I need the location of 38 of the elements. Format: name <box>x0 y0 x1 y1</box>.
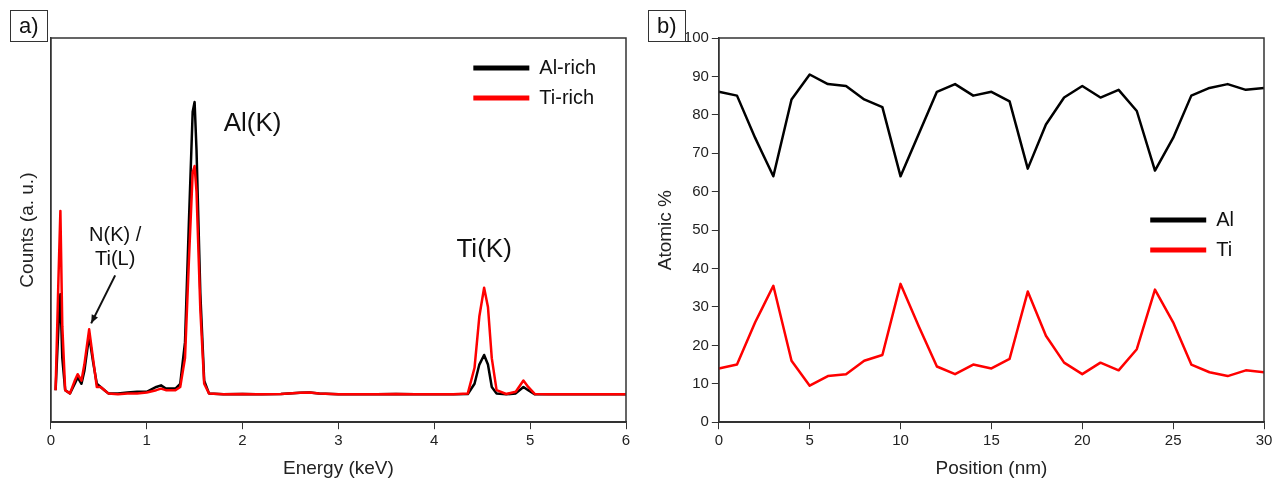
x-tick-label: 25 <box>1164 431 1182 449</box>
x-axis-title: Energy (keV) <box>282 456 394 478</box>
y-tick-label: 10 <box>692 373 709 391</box>
legend-label: Al <box>1216 207 1235 230</box>
x-tick-label: 15 <box>983 431 1000 449</box>
y-tick-label: 80 <box>692 104 709 122</box>
y-tick-label: 20 <box>692 335 709 353</box>
x-tick-label: 30 <box>1255 431 1273 449</box>
chart-title: a) <box>10 10 48 42</box>
y-tick-label: 70 <box>692 143 709 161</box>
x-tick-label: 4 <box>430 431 439 449</box>
y-tick-label: 30 <box>692 297 709 315</box>
annotation: Ti(K) <box>456 232 512 263</box>
legend-label: Ti <box>1216 237 1233 260</box>
legend-label: Al-rich <box>539 55 596 78</box>
chart-title: b) <box>648 10 686 42</box>
y-tick-label: 90 <box>692 66 709 84</box>
y-tick-label: 60 <box>692 181 709 199</box>
x-tick-label: 2 <box>238 431 247 449</box>
x-tick-label: 5 <box>805 431 814 449</box>
y-tick-label: 0 <box>700 412 709 430</box>
x-tick-label: 3 <box>334 431 343 449</box>
x-tick-label: 10 <box>892 431 909 449</box>
annotation: Al(K) <box>223 107 282 138</box>
x-tick-label: 0 <box>46 431 55 449</box>
x-tick-label: 6 <box>621 431 631 449</box>
x-tick-label: 1 <box>142 431 151 449</box>
legend-label: Ti-rich <box>539 85 595 108</box>
x-tick-label: 20 <box>1073 431 1091 449</box>
x-tick-label: 5 <box>525 431 535 449</box>
x-tick-label: 0 <box>714 431 723 449</box>
y-tick-label: 50 <box>692 220 709 238</box>
y-axis-title: Atomic % <box>653 189 675 271</box>
x-axis-title: Position (nm) <box>935 456 1048 478</box>
annotation: N(K) / Ti(L) <box>89 222 142 269</box>
y-tick-label: 40 <box>692 258 709 276</box>
y-tick-label: 100 <box>683 28 709 46</box>
y-axis-title: Counts (a. u.) <box>15 172 37 288</box>
